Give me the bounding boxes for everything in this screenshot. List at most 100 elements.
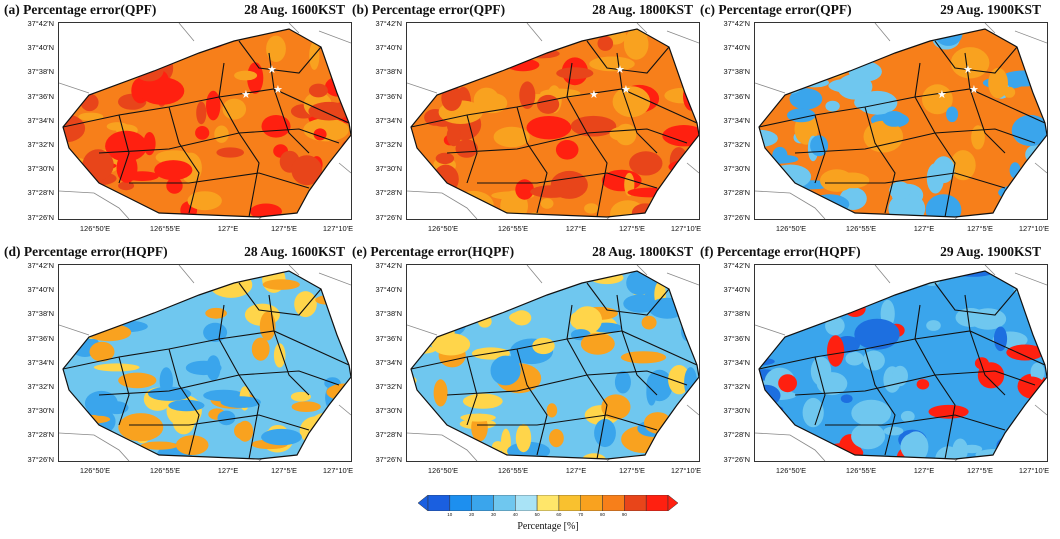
lat-tick-label: 37°34'N bbox=[375, 357, 402, 367]
map-frame: ★ ★ ★ bbox=[58, 22, 352, 220]
lat-tick-label: 37°28'N bbox=[27, 188, 54, 198]
panel-time: 29 Aug. 1900KST bbox=[940, 2, 1041, 17]
lon-tick-label: 127°E bbox=[217, 224, 239, 233]
colorbar-segment bbox=[493, 495, 516, 511]
station-star-icon: ★ bbox=[621, 84, 631, 96]
colorbar-tick-label: 90 bbox=[621, 512, 627, 517]
lat-tick-label: 37°30'N bbox=[723, 406, 750, 416]
lat-tick-label: 37°30'N bbox=[723, 164, 750, 174]
lat-tick-label: 37°36'N bbox=[27, 333, 54, 343]
station-star-icon: ★ bbox=[963, 64, 973, 76]
colorbar-segment bbox=[471, 495, 494, 511]
station-star-icon: ★ bbox=[241, 89, 251, 101]
lat-tick-label: 37°32'N bbox=[375, 382, 402, 391]
lat-tick-label: 37°36'N bbox=[375, 91, 402, 101]
map-frame: ★ ★ ★ bbox=[754, 22, 1048, 220]
lon-tick-label: 127°E bbox=[565, 466, 587, 475]
lon-tick-label: 126°55'E bbox=[149, 224, 181, 233]
error-field bbox=[411, 271, 699, 459]
lon-tick-label: 127°10'E bbox=[1018, 224, 1050, 233]
map-frame bbox=[406, 264, 700, 462]
lat-tick-label: 37°40'N bbox=[375, 285, 402, 295]
lon-tick-label: 126°55'E bbox=[149, 466, 181, 475]
percentage-error-map: ★ ★ ★ bbox=[407, 23, 699, 219]
colorbar-segment bbox=[427, 495, 451, 511]
colorbar-segment bbox=[624, 495, 647, 511]
panel-time: 28 Aug. 1600KST bbox=[244, 2, 345, 17]
lat-tick-label: 37°26'N bbox=[723, 212, 750, 222]
district-boundaries bbox=[63, 40, 350, 217]
lat-tick-label: 37°38'N bbox=[723, 67, 750, 77]
lat-tick-label: 37°36'N bbox=[375, 333, 402, 343]
lat-tick-label: 37°32'N bbox=[723, 140, 750, 149]
station-star-icon: ★ bbox=[273, 84, 283, 96]
station-star-icon: ★ bbox=[589, 89, 599, 101]
domain-outline bbox=[62, 270, 351, 460]
lat-tick-label: 37°40'N bbox=[27, 43, 54, 53]
lon-tick-label: 127°10'E bbox=[670, 466, 702, 475]
domain-outline bbox=[758, 28, 1047, 218]
domain-outline bbox=[410, 270, 699, 460]
lat-tick-label: 37°38'N bbox=[723, 309, 750, 319]
lat-tick-label: 37°40'N bbox=[723, 43, 750, 53]
lon-tick-label: 127°5'E bbox=[270, 466, 298, 475]
colorbar-segment bbox=[515, 495, 538, 511]
colorbar-tick-label: 80 bbox=[600, 512, 606, 517]
error-field bbox=[411, 29, 699, 217]
lat-tick-label: 37°42'N bbox=[723, 19, 750, 28]
district-boundaries bbox=[759, 40, 1046, 217]
panel-time: 29 Aug. 1900KST bbox=[940, 244, 1041, 259]
lon-tick-label: 126°55'E bbox=[845, 224, 877, 233]
station-star-icon: ★ bbox=[969, 84, 979, 96]
lon-tick-label: 126°50'E bbox=[79, 224, 111, 233]
colorbar-tick-label: 20 bbox=[469, 512, 475, 517]
lon-tick-label: 127°5'E bbox=[966, 466, 994, 475]
lat-tick-label: 37°26'N bbox=[375, 212, 402, 222]
colorbar-tick-label: 10 bbox=[447, 512, 453, 517]
panel-time: 28 Aug. 1800KST bbox=[592, 244, 693, 259]
colorbar-tick-label: 70 bbox=[578, 512, 584, 517]
panel-e: (e) Percentage error(HQPF) 28 Aug. 1800K… bbox=[348, 242, 701, 504]
lat-tick-label: 37°40'N bbox=[27, 285, 54, 295]
lon-tick-label: 127°10'E bbox=[322, 224, 354, 233]
domain-outline bbox=[62, 28, 351, 218]
panel-title: (e) Percentage error(HQPF) bbox=[352, 244, 515, 259]
domain-outline bbox=[410, 28, 699, 218]
lat-tick-label: 37°28'N bbox=[375, 188, 402, 198]
lon-tick-label: 126°50'E bbox=[775, 466, 807, 475]
lon-tick-label: 127°5'E bbox=[966, 224, 994, 233]
coastline bbox=[59, 265, 351, 461]
panel-c: (c) Percentage error(QPF) 29 Aug. 1900KS… bbox=[696, 0, 1049, 262]
lat-tick-label: 37°38'N bbox=[375, 309, 402, 319]
lat-tick-label: 37°38'N bbox=[27, 309, 54, 319]
colorbar-tick-label: 30 bbox=[490, 512, 496, 517]
lat-tick-label: 37°38'N bbox=[375, 67, 402, 77]
panel-time: 28 Aug. 1800KST bbox=[592, 2, 693, 17]
colorbar-segment bbox=[580, 495, 603, 511]
panel-title: (a) Percentage error(QPF) bbox=[4, 2, 157, 17]
lat-tick-label: 37°36'N bbox=[723, 333, 750, 343]
lon-tick-label: 127°10'E bbox=[322, 466, 354, 475]
colorbar bbox=[418, 495, 678, 511]
lat-tick-label: 37°30'N bbox=[375, 164, 402, 174]
lon-tick-label: 126°50'E bbox=[775, 224, 807, 233]
coastline bbox=[755, 23, 1047, 219]
colorbar-segment bbox=[449, 495, 472, 511]
coastline bbox=[407, 23, 699, 219]
lon-tick-label: 127°E bbox=[913, 224, 935, 233]
lon-tick-label: 127°5'E bbox=[618, 224, 646, 233]
colorbar-tick-label: 50 bbox=[534, 512, 540, 517]
panel-time: 28 Aug. 1600KST bbox=[244, 244, 345, 259]
coastline bbox=[755, 265, 1047, 461]
district-boundaries bbox=[411, 282, 698, 459]
map-frame bbox=[58, 264, 352, 462]
map-frame bbox=[754, 264, 1048, 462]
lon-tick-label: 127°5'E bbox=[270, 224, 298, 233]
error-field bbox=[63, 29, 351, 217]
lat-tick-label: 37°42'N bbox=[723, 261, 750, 270]
lon-tick-label: 127°10'E bbox=[670, 224, 702, 233]
error-field bbox=[759, 29, 1047, 217]
lat-tick-label: 37°42'N bbox=[27, 261, 54, 270]
lat-tick-label: 37°36'N bbox=[27, 91, 54, 101]
coastline bbox=[59, 23, 351, 219]
